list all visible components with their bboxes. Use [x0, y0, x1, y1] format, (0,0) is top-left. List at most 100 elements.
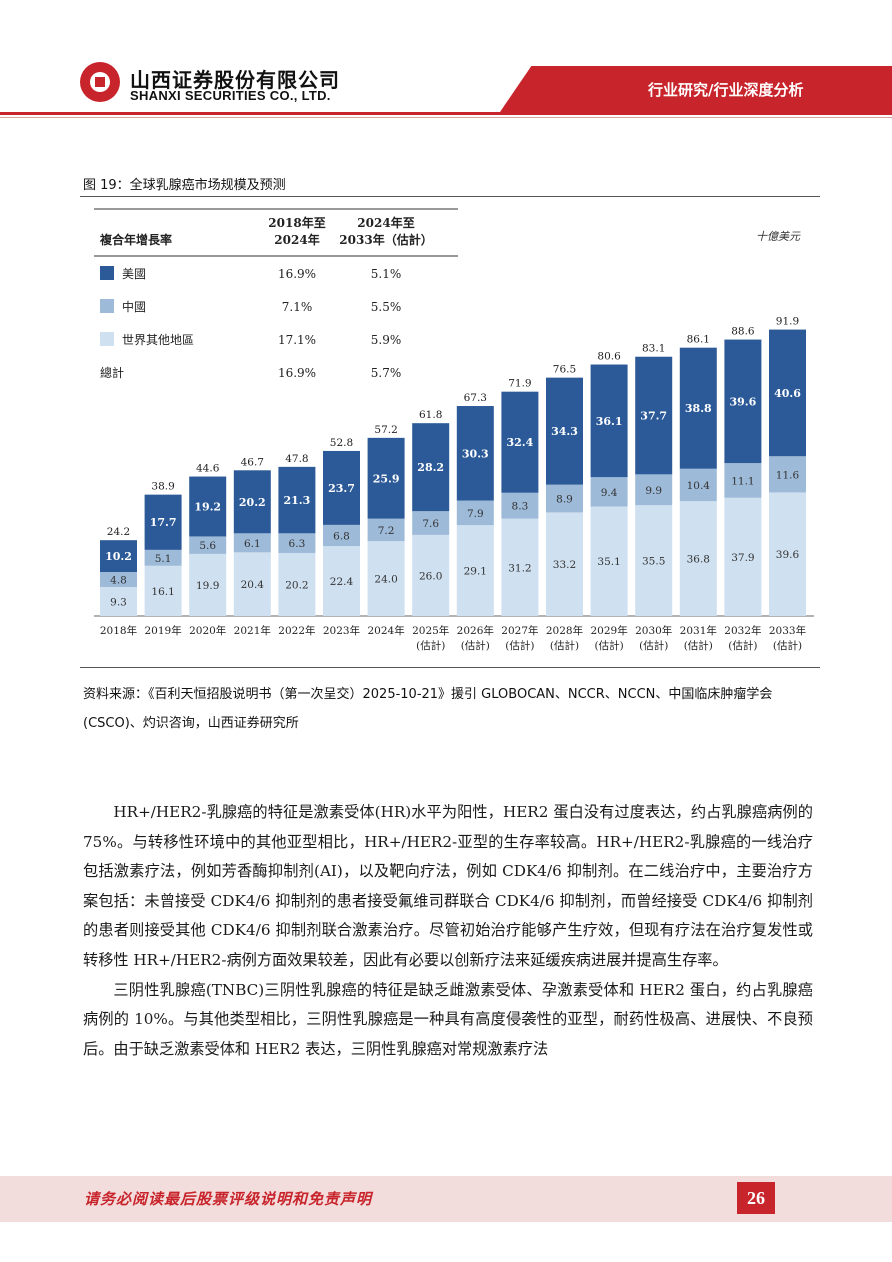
legend-swatch — [100, 332, 114, 346]
bar-segment — [100, 572, 137, 587]
bar-value-label: 26.0 — [419, 570, 442, 582]
bar-value-label: 5.6 — [199, 540, 216, 552]
body-text: HR+/HER2-乳腺癌的特征是激素受体(HR)水平为阳性，HER2 蛋白没有过… — [83, 798, 813, 1064]
bar-value-label: 30.3 — [462, 447, 489, 460]
bar-total-label: 24.2 — [107, 526, 130, 538]
bar-total-label: 88.6 — [731, 326, 755, 338]
bar-segment — [323, 450, 360, 525]
bar-value-label: 4.8 — [110, 574, 127, 586]
bar-segment — [278, 552, 316, 616]
bar-value-label: 36.1 — [596, 415, 623, 428]
company-name-en: SHANXI SECURITIES CO., LTD. — [130, 88, 331, 103]
bar-segment — [456, 406, 494, 501]
bar-segment — [769, 492, 806, 616]
bar-value-label: 38.8 — [685, 402, 712, 415]
bar-value-label: 19.2 — [194, 500, 221, 513]
bar-value-label: 25.9 — [373, 472, 400, 485]
bar-value-label: 8.9 — [556, 494, 573, 506]
market-size-chart: 9.3 4.8 10.2 24.2 2018年 16.1 5.1 17.7 38.9 2019年 1… — [94, 208, 814, 652]
bar-segment — [546, 512, 583, 616]
legend-row-cagr-2024-2033: 5.5% — [371, 300, 402, 314]
bar-total-label: 44.6 — [196, 463, 220, 475]
bar-value-label: 9.4 — [601, 487, 618, 499]
bar-total-label: 83.1 — [642, 343, 665, 355]
category-label: 2024年 — [367, 624, 404, 637]
bar-value-label: 16.1 — [151, 586, 174, 598]
bar-segment — [590, 506, 628, 616]
bar-segment — [456, 500, 494, 526]
bar-value-label: 35.1 — [597, 556, 620, 568]
paragraph-hr-her2: HR+/HER2-乳腺癌的特征是激素受体(HR)水平为阳性，HER2 蛋白没有过… — [83, 803, 813, 969]
unit-label: 十億美元 — [756, 230, 801, 243]
bar-value-label: 37.9 — [731, 552, 754, 564]
legend-table-header-period: 2024年至 2033年（估計） — [339, 215, 432, 247]
bar-segment — [278, 466, 316, 534]
bar-segment — [189, 536, 227, 554]
bar-value-label: 10.4 — [687, 480, 711, 492]
bar-segment — [635, 474, 673, 506]
category-label: 2033年(估計) — [769, 624, 806, 652]
bar-segment — [679, 468, 717, 502]
bar-segment — [724, 339, 762, 464]
page-header: 山西证券股份有限公司 SHANXI SECURITIES CO., LTD. 行… — [0, 0, 892, 118]
bar-total-label: 67.3 — [464, 392, 487, 404]
bar-value-label: 5.1 — [155, 553, 172, 565]
legend-row-label: 中國 — [122, 299, 146, 314]
bar-segment — [100, 540, 137, 573]
bar-segment — [590, 364, 628, 478]
bar-segment — [367, 437, 405, 519]
bar-segment — [590, 477, 628, 507]
bar-segment — [144, 565, 182, 616]
bar-total-label: 52.8 — [330, 437, 353, 449]
footer-disclaimer: 请务必阅读最后股票评级说明和免责声明 — [84, 1190, 373, 1208]
category-label: 2028年(估計) — [546, 624, 583, 652]
legend-row-label: 美國 — [122, 267, 146, 281]
bar-value-label: 35.5 — [642, 556, 665, 568]
bar-segment — [679, 347, 717, 469]
bar-segment — [679, 501, 717, 616]
bar-segment — [635, 505, 673, 616]
bar-segment — [501, 391, 539, 493]
bar-segment — [189, 553, 227, 616]
bar-value-label: 21.3 — [284, 494, 311, 507]
bar-value-label: 20.2 — [239, 496, 266, 509]
legend-table-header-period: 2018年至 2024年 — [268, 215, 325, 247]
legend-row-cagr-2018-2024: 16.9% — [278, 366, 316, 380]
bar-value-label: 36.8 — [687, 554, 710, 566]
bar-value-label: 6.1 — [244, 538, 261, 550]
bar-segment — [144, 494, 182, 550]
report-category: 行业研究/行业深度分析 — [648, 81, 804, 99]
bar-value-label: 22.4 — [330, 576, 354, 588]
category-label: 2023年 — [323, 624, 360, 637]
category-label: 2027年(估計) — [501, 624, 538, 652]
bar-segment — [724, 497, 762, 616]
bar-total-label: 76.5 — [553, 364, 576, 376]
legend-swatch — [100, 299, 114, 313]
bar-value-label: 34.3 — [551, 425, 578, 438]
legend-row-label: 總計 — [100, 365, 124, 380]
figure-caption: 图 19：全球乳腺癌市场规模及预测 — [83, 178, 286, 193]
bar-value-label: 40.6 — [774, 387, 801, 400]
bar-value-label: 24.0 — [374, 574, 397, 586]
bar-value-label: 32.4 — [507, 436, 534, 449]
bar-value-label: 19.9 — [196, 580, 219, 592]
bar-segment — [278, 533, 316, 553]
bar-segment — [412, 423, 450, 512]
bar-segment — [724, 463, 762, 498]
legend-row-cagr-2018-2024: 7.1% — [282, 300, 313, 314]
category-label: 2018年 — [100, 624, 137, 637]
bar-value-label: 11.6 — [776, 469, 800, 481]
category-label: 2032年(估計) — [724, 624, 761, 652]
bar-value-label: 8.3 — [512, 501, 529, 513]
category-label: 2019年 — [144, 624, 181, 637]
bar-segment — [323, 546, 360, 616]
bar-value-label: 28.2 — [417, 461, 444, 474]
legend-row-cagr-2018-2024: 16.9% — [278, 267, 316, 281]
bar-value-label: 10.2 — [105, 550, 132, 563]
category-label: 2022年 — [278, 624, 315, 637]
bar-segment — [769, 329, 806, 457]
bar-segment — [189, 476, 227, 537]
company-name-cn: 山西证券股份有限公司 — [130, 68, 340, 92]
bar-value-label: 20.4 — [241, 579, 265, 591]
header-divider-thin — [0, 117, 892, 118]
